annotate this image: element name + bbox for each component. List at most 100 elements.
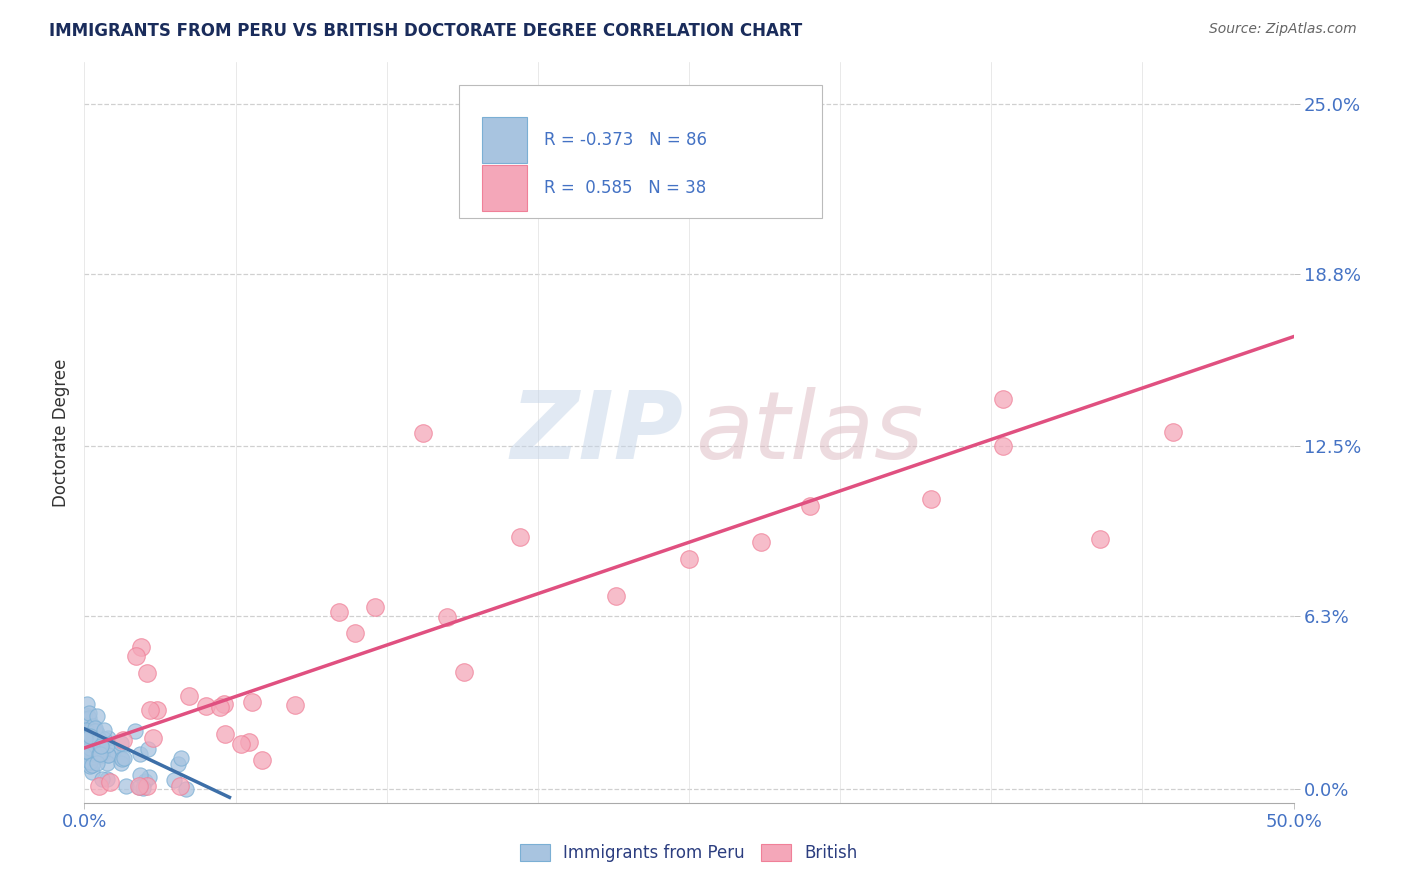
- Point: [77, 731, 100, 746]
- Point: [163, 772, 186, 787]
- Point: [98, 775, 121, 789]
- Point: [90, 739, 112, 753]
- Point: [86, 725, 108, 739]
- Point: [80, 724, 103, 739]
- Point: [79, 732, 101, 747]
- Point: [84, 740, 107, 755]
- Point: [129, 747, 152, 761]
- Point: [84, 724, 107, 739]
- Point: [93, 723, 115, 737]
- Point: [80, 750, 103, 764]
- Point: [75, 744, 97, 758]
- Point: [75, 731, 97, 746]
- Point: [138, 770, 160, 784]
- Point: [115, 779, 138, 793]
- Point: [284, 698, 307, 713]
- Point: [86, 736, 108, 750]
- Point: [363, 600, 385, 615]
- Text: IMMIGRANTS FROM PERU VS BRITISH DOCTORATE DEGREE CORRELATION CHART: IMMIGRANTS FROM PERU VS BRITISH DOCTORAT…: [49, 22, 803, 40]
- Point: [112, 751, 135, 765]
- Point: [252, 753, 274, 767]
- Point: [453, 665, 475, 680]
- Point: [343, 626, 366, 640]
- Point: [96, 772, 118, 786]
- Point: [79, 746, 101, 760]
- Point: [86, 709, 108, 723]
- FancyBboxPatch shape: [482, 165, 527, 211]
- Point: [125, 648, 148, 663]
- Point: [79, 723, 101, 738]
- Point: [146, 703, 169, 717]
- Point: [80, 757, 103, 772]
- Point: [97, 747, 120, 762]
- Point: [79, 729, 101, 743]
- Point: [83, 736, 105, 750]
- Point: [142, 731, 165, 745]
- Point: [129, 768, 152, 782]
- Point: [111, 733, 134, 747]
- Point: [76, 697, 98, 711]
- Point: [77, 711, 100, 725]
- Point: [96, 756, 118, 770]
- Point: [135, 665, 157, 680]
- Point: [77, 729, 100, 743]
- Point: [231, 737, 253, 751]
- Legend: Immigrants from Peru, British: Immigrants from Peru, British: [513, 837, 865, 869]
- Point: [75, 741, 97, 756]
- Point: [103, 745, 125, 759]
- Point: [129, 640, 152, 654]
- Point: [87, 742, 110, 756]
- Point: [75, 723, 97, 737]
- Point: [79, 759, 101, 773]
- Point: [76, 725, 98, 739]
- Point: [920, 492, 942, 507]
- Point: [98, 743, 121, 757]
- Point: [79, 730, 101, 744]
- Point: [76, 727, 98, 741]
- Point: [79, 741, 101, 756]
- Point: [605, 589, 627, 603]
- Point: [169, 751, 191, 765]
- Point: [97, 731, 120, 745]
- Point: [242, 694, 264, 708]
- Point: [134, 774, 156, 789]
- Point: [751, 535, 773, 549]
- Point: [139, 703, 162, 717]
- Point: [75, 718, 97, 732]
- Point: [436, 610, 458, 624]
- Point: [80, 722, 103, 736]
- Point: [86, 756, 108, 770]
- Point: [1161, 425, 1184, 439]
- Point: [80, 749, 103, 764]
- Point: [169, 780, 191, 794]
- Point: [87, 743, 110, 757]
- Point: [135, 780, 157, 794]
- Point: [89, 748, 111, 763]
- Point: [73, 734, 96, 748]
- Point: [83, 721, 105, 735]
- Text: Source: ZipAtlas.com: Source: ZipAtlas.com: [1209, 22, 1357, 37]
- Point: [93, 732, 115, 747]
- Point: [194, 699, 217, 714]
- Point: [799, 500, 821, 514]
- Point: [84, 738, 107, 752]
- Point: [73, 712, 96, 726]
- Point: [136, 741, 159, 756]
- Point: [76, 709, 98, 723]
- Point: [87, 731, 110, 746]
- Point: [80, 764, 103, 779]
- Text: R = -0.373   N = 86: R = -0.373 N = 86: [544, 131, 707, 149]
- Point: [73, 728, 96, 742]
- Point: [110, 756, 132, 770]
- FancyBboxPatch shape: [460, 85, 823, 218]
- Point: [110, 736, 132, 750]
- Point: [96, 739, 118, 753]
- Point: [76, 724, 98, 739]
- Text: R =  0.585   N = 38: R = 0.585 N = 38: [544, 179, 706, 197]
- Point: [82, 718, 104, 732]
- Point: [87, 732, 110, 747]
- Text: atlas: atlas: [695, 387, 924, 478]
- Point: [89, 780, 111, 794]
- Point: [993, 392, 1015, 406]
- Point: [77, 739, 100, 754]
